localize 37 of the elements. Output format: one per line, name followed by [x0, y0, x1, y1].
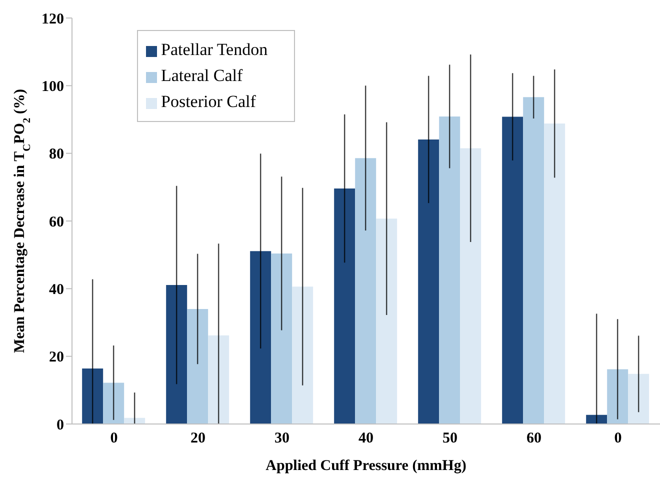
bar [628, 374, 650, 424]
bar [439, 116, 460, 424]
bar [607, 369, 628, 424]
legend-label: Patellar Tendon [161, 40, 268, 59]
y-tick-label: 40 [49, 282, 64, 298]
bar [334, 188, 356, 424]
y-tick-label: 60 [49, 214, 64, 230]
bar [166, 284, 188, 424]
bar [250, 251, 272, 424]
y-tick-label: 0 [56, 417, 64, 434]
bar [103, 382, 124, 424]
bar [523, 97, 544, 424]
bar [271, 253, 292, 424]
bar [82, 368, 104, 424]
x-tick-label: 50 [442, 430, 458, 447]
bar [376, 218, 398, 424]
y-tick-label: 100 [42, 78, 64, 95]
x-tick-label: 60 [526, 430, 542, 447]
x-tick-label: 0 [110, 430, 118, 447]
x-tick-label: 40 [358, 430, 374, 447]
bar [292, 286, 314, 424]
x-tick-label: 0 [614, 430, 622, 447]
bar [418, 139, 440, 424]
y-tick-label: 20 [49, 350, 64, 366]
legend-label: Posterior Calf [161, 92, 256, 111]
bar [355, 158, 376, 424]
y-tick-label: 120 [42, 11, 64, 28]
bar [208, 335, 230, 424]
legend-label: Lateral Calf [161, 66, 243, 85]
bar [502, 116, 524, 424]
bar [187, 308, 208, 424]
bar [544, 124, 566, 424]
y-tick-label: 80 [49, 146, 64, 163]
bar [460, 148, 482, 424]
x-axis-title: Applied Cuff Pressure (mmHg) [266, 458, 466, 474]
x-tick-label: 30 [274, 430, 290, 447]
x-tick-label: 20 [190, 430, 206, 447]
